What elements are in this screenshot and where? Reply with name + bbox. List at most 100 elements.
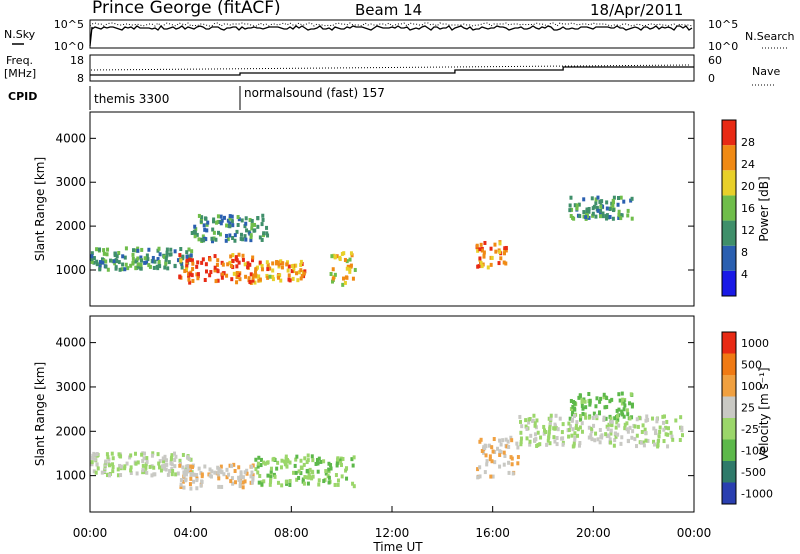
heatmap-cell — [164, 458, 168, 463]
nave-tick-top: 60 — [708, 54, 722, 67]
heatmap-cell — [185, 266, 189, 271]
heatmap-cell — [95, 259, 99, 264]
heatmap-cell — [622, 199, 626, 204]
heatmap-cell — [197, 213, 201, 218]
colorbar-tick-label: 28 — [741, 136, 755, 149]
heatmap-cell — [195, 264, 199, 269]
heatmap-cell — [493, 242, 497, 247]
y-tick-label: 2000 — [55, 219, 86, 233]
heatmap-cell — [616, 413, 620, 418]
heatmap-cell — [244, 221, 248, 226]
heatmap-cell — [592, 423, 596, 428]
heatmap-cell — [173, 457, 177, 462]
heatmap-cell — [340, 251, 344, 256]
heatmap-cell — [534, 437, 538, 442]
heatmap-cell — [340, 474, 344, 479]
heatmap-cell — [484, 453, 488, 458]
heatmap-cell — [143, 451, 147, 456]
heatmap-cell — [200, 260, 204, 265]
heatmap-cell — [196, 274, 200, 279]
heatmap-cell — [601, 204, 605, 209]
heatmap-cell — [201, 234, 205, 239]
heatmap-cell — [608, 399, 612, 404]
heatmap-cell — [536, 430, 540, 435]
heatmap-cell — [233, 238, 237, 243]
heatmap-cell — [303, 456, 307, 461]
heatmap-cell — [336, 482, 340, 487]
heatmap-cell — [345, 476, 349, 481]
heatmap-cell — [338, 255, 342, 260]
heatmap-cell — [626, 208, 630, 213]
heatmap-cell — [214, 237, 218, 242]
heatmap-cell — [606, 427, 610, 432]
heatmap-cell — [235, 270, 239, 275]
heatmap-cell — [348, 257, 352, 262]
heatmap-cell — [620, 391, 624, 396]
heatmap-cell — [192, 479, 196, 484]
heatmap-cell — [658, 429, 662, 434]
heatmap-cell — [654, 428, 658, 433]
heatmap-cell — [92, 260, 96, 265]
heatmap-cell — [613, 431, 617, 436]
heatmap-cell — [136, 256, 140, 261]
heatmap-cell — [106, 267, 110, 272]
heatmap-cell — [111, 469, 115, 474]
heatmap-cell — [314, 461, 318, 466]
heatmap-cell — [103, 462, 107, 467]
heatmap-cell — [225, 273, 229, 278]
heatmap-cell — [110, 451, 114, 456]
heatmap-cell — [567, 427, 571, 432]
heatmap-cell — [519, 419, 523, 424]
heatmap-cell — [191, 267, 195, 272]
heatmap-cell — [251, 255, 255, 260]
heatmap-cell — [208, 467, 212, 472]
heatmap-cell — [327, 467, 331, 472]
heatmap-cell — [239, 474, 243, 479]
heatmap-cell — [519, 430, 523, 435]
heatmap-cell — [276, 460, 280, 465]
heatmap-cell — [594, 404, 598, 409]
heatmap-cell — [131, 252, 135, 257]
heatmap-cell — [628, 401, 632, 406]
heatmap-cell — [102, 248, 106, 253]
heatmap-cell — [212, 236, 216, 241]
heatmap-cell — [142, 456, 146, 461]
heatmap-cell — [123, 255, 127, 260]
heatmap-cell — [285, 260, 289, 265]
heatmap-cell — [189, 464, 193, 469]
heatmap-cell — [502, 450, 506, 455]
heatmap-cell — [170, 472, 174, 477]
heatmap-cell — [185, 258, 189, 263]
heatmap-cell — [478, 465, 482, 470]
heatmap-cell — [573, 203, 577, 208]
heatmap-cell — [279, 278, 283, 283]
heatmap-cell — [577, 202, 581, 207]
heatmap-cell — [490, 445, 494, 450]
heatmap-cell — [262, 231, 266, 236]
nsky-frame — [89, 19, 695, 49]
heatmap-cell — [103, 465, 107, 470]
heatmap-cell — [288, 478, 292, 483]
heatmap-cell — [107, 457, 111, 462]
heatmap-cell — [189, 457, 193, 462]
heatmap-cell — [591, 213, 595, 218]
heatmap-cell — [125, 461, 129, 466]
heatmap-cell — [569, 398, 573, 403]
heatmap-cell — [174, 454, 178, 459]
heatmap-cell — [516, 455, 520, 460]
heatmap-cell — [243, 479, 247, 484]
heatmap-cell — [232, 462, 236, 467]
heatmap-cell — [247, 276, 251, 281]
heatmap-cell — [90, 251, 94, 256]
heatmap-cell — [570, 418, 574, 423]
heatmap-cell — [124, 246, 128, 251]
heatmap-cell — [235, 280, 239, 285]
heatmap-cell — [485, 459, 489, 464]
heatmap-cell — [641, 423, 645, 428]
x-tick-label: 08:00 — [274, 526, 309, 540]
cpid-entry-2: normalsound (fast) 157 — [244, 86, 385, 100]
heatmap-cell — [145, 470, 149, 475]
heatmap-cell — [608, 214, 612, 219]
y-tick-label: 1000 — [55, 469, 86, 483]
